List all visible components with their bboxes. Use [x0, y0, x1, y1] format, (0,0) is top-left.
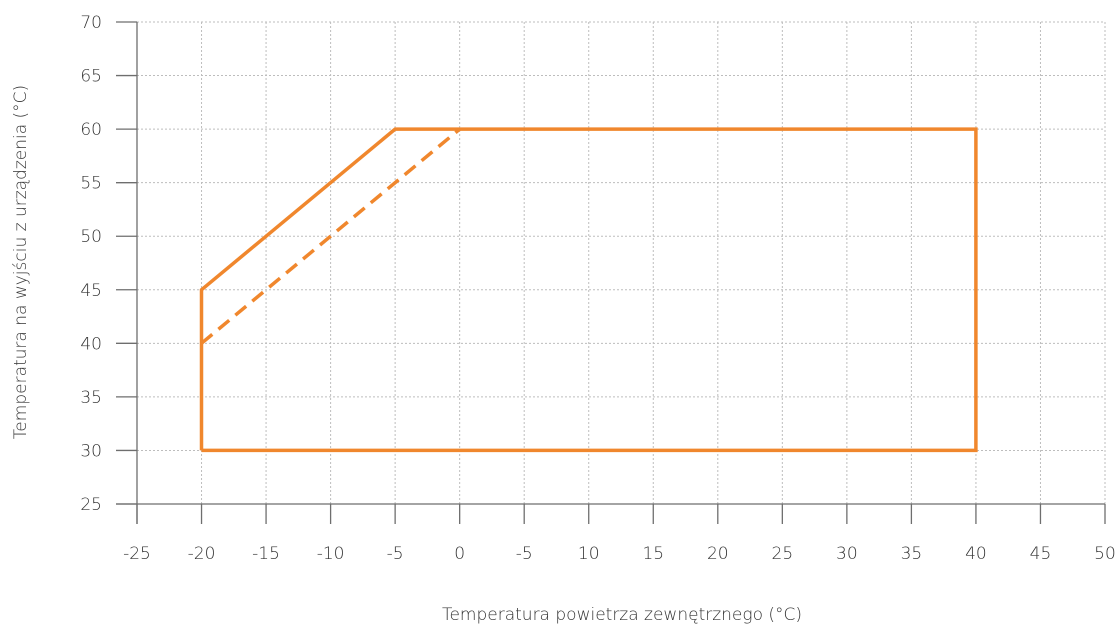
y-tick-label: 40 — [80, 334, 102, 354]
data-series — [199, 127, 978, 453]
x-tick-label: 10 — [578, 544, 600, 564]
dashed-boundary-line — [200, 127, 461, 345]
x-tick-label: -5 — [516, 544, 533, 564]
y-tick-label: 45 — [80, 281, 102, 301]
tick-labels: -25 -20 -15 -10 -5 0 -5 10 15 20 25 30 35 40 45 50 25 30 3… — [80, 13, 1115, 564]
x-tick-label: 50 — [1094, 544, 1116, 564]
x-tick-label: 35 — [901, 544, 923, 564]
grid — [137, 21, 1106, 504]
x-tick-label: 0 — [454, 544, 465, 564]
y-tick-label: 25 — [80, 495, 102, 515]
x-tick-label: -25 — [123, 544, 151, 564]
y-tick-label: 55 — [80, 174, 102, 194]
axes — [116, 21, 1106, 524]
x-axis-label: Temperatura powietrza zewnętrznego (°C) — [442, 605, 802, 625]
y-tick-label: 65 — [80, 67, 102, 87]
y-tick-label: 30 — [80, 441, 102, 461]
x-tick-label: -15 — [252, 544, 280, 564]
y-tick-label: 60 — [80, 120, 102, 140]
x-tick-label: 20 — [707, 544, 729, 564]
x-tick-label: 15 — [642, 544, 664, 564]
y-tick-label: 70 — [80, 13, 102, 33]
solid-envelope-line — [199, 127, 978, 453]
x-tick-label: -5 — [387, 544, 404, 564]
y-tick-label: 50 — [80, 227, 102, 247]
x-tick-label: 40 — [965, 544, 987, 564]
x-tick-label: -10 — [317, 544, 345, 564]
y-tick-label: 35 — [80, 388, 102, 408]
x-tick-label: 25 — [772, 544, 794, 564]
x-tick-label: 30 — [836, 544, 858, 564]
x-tick-label: -20 — [188, 544, 216, 564]
x-tick-label: 45 — [1030, 544, 1052, 564]
y-axis-label: Temperatura na wyjściu z urządzenia (°C) — [11, 85, 31, 439]
